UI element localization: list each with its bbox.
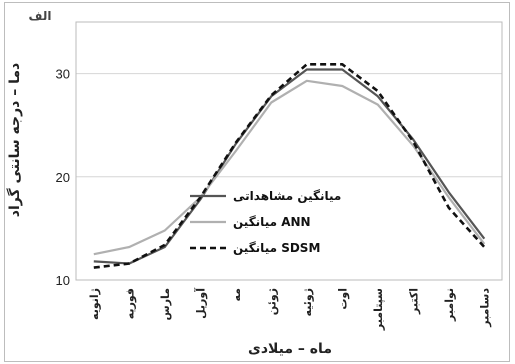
x-tick-label: مارس [159, 288, 172, 320]
series-line [93, 63, 486, 269]
x-tick-label: نوامبر [443, 288, 456, 322]
x-tick-label: اوت [336, 288, 349, 310]
y-tick-labels: 10 20 30 [56, 67, 70, 288]
legend: میانگین مشاهداتی میانگین ANN میانگین SDSM [190, 189, 341, 255]
x-tick-label: دسامبر [478, 288, 491, 328]
y-tick-label: 10 [56, 273, 70, 288]
series-line [93, 68, 486, 265]
x-tick-label: اکتبر [407, 288, 420, 315]
y-axis-title: دما – درجه سانتی گراد [6, 63, 23, 217]
x-tick-label: ژانویه [88, 288, 101, 320]
x-tick-labels: ژانویه فوریه مارس آوریل مه ژوئن ژوئیه اوت سپتامب… [88, 288, 492, 331]
x-axis-title: ماه – میلادی [248, 341, 332, 357]
legend-label: میانگین ANN [233, 215, 311, 229]
series-lines [93, 63, 486, 269]
x-tick-label: فوریه [123, 288, 136, 319]
legend-label: میانگین مشاهداتی [233, 189, 341, 203]
chart-frame [4, 2, 510, 362]
x-tick-label: ژوئن [265, 288, 278, 315]
y-tick-label: 30 [56, 67, 70, 82]
gridlines [75, 21, 503, 281]
legend-label: میانگین SDSM [233, 241, 320, 255]
x-tick-label: آوریل [193, 288, 207, 319]
x-tick-label: ژوئیه [301, 288, 314, 316]
x-tick-label: مه [230, 288, 243, 301]
x-tick-label: سپتامبر [372, 288, 385, 331]
plot-area [75, 21, 503, 281]
y-tick-label: 20 [56, 170, 70, 185]
panel-label: الف [29, 9, 52, 23]
